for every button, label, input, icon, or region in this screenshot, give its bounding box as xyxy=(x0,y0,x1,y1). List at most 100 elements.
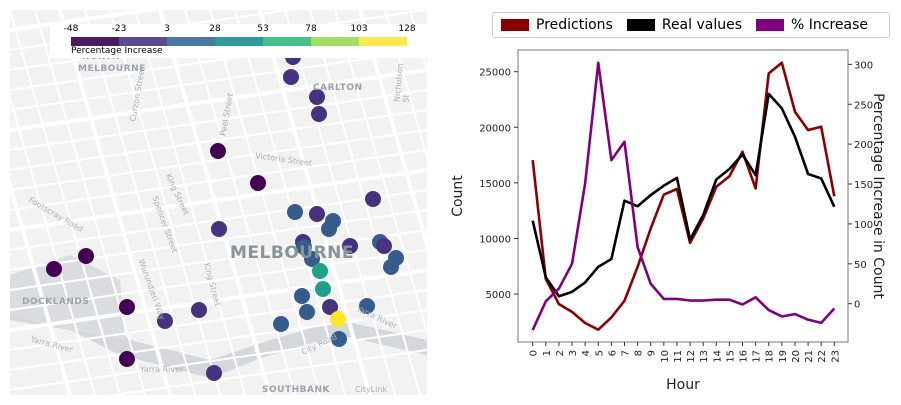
map-point xyxy=(331,331,347,347)
street xyxy=(84,10,196,395)
x-tick-label: 8 xyxy=(634,350,645,356)
y-tick-label: 15000 xyxy=(479,179,511,190)
x-tick-label: 5 xyxy=(594,350,605,356)
colorbar-tick: 103 xyxy=(350,24,368,34)
x-tick-label: 12 xyxy=(686,350,697,363)
y-tick-label: 5000 xyxy=(486,290,511,301)
y-tick-label: 25000 xyxy=(479,68,511,79)
y-tick-label: 10000 xyxy=(479,234,511,245)
map-panel[interactable]: NORTH MELBOURNE CARLTON MELBOURNE DOCKLA… xyxy=(10,10,427,395)
map-label: CARLTON xyxy=(313,83,363,93)
street xyxy=(10,129,427,191)
map-point xyxy=(296,239,312,255)
x-tick-label: 9 xyxy=(647,350,658,356)
map-point xyxy=(330,311,346,327)
x-tick-label: 7 xyxy=(620,350,631,356)
street xyxy=(109,10,221,395)
map-point xyxy=(359,298,375,314)
x-tick-label: 20 xyxy=(791,350,802,363)
colorbar-tick: 3 xyxy=(164,24,170,34)
map-label: SOUTHBANK xyxy=(262,385,330,395)
map-point xyxy=(46,261,62,277)
map-point xyxy=(312,263,328,279)
map-canvas xyxy=(10,10,427,395)
street xyxy=(358,10,427,252)
street xyxy=(10,249,427,311)
map-point xyxy=(191,302,207,318)
x-tick-label: 1 xyxy=(542,350,553,356)
map-point xyxy=(78,248,94,264)
street xyxy=(10,189,427,251)
map-point xyxy=(311,106,327,122)
street xyxy=(10,229,427,291)
legend-item-predictions: Predictions xyxy=(501,17,613,33)
colorbar-segment xyxy=(119,37,167,46)
y2-tick-label: 300 xyxy=(854,60,873,71)
street xyxy=(10,309,427,371)
x-axis-label: Hour xyxy=(666,377,700,393)
map-point xyxy=(365,191,381,207)
colorbar-segment xyxy=(263,37,311,46)
y-axis-label: Count xyxy=(450,175,466,217)
colorbar-tick: -23 xyxy=(111,24,127,34)
map-point xyxy=(342,238,358,254)
street xyxy=(10,268,427,332)
colorbar-segment xyxy=(71,37,119,46)
x-tick-label: 0 xyxy=(529,350,540,356)
x-tick-label: 22 xyxy=(817,350,828,363)
legend-label: % Increase xyxy=(791,17,869,33)
street xyxy=(107,349,427,395)
legend-item-real-values: Real values xyxy=(626,17,743,33)
street xyxy=(34,10,146,395)
x-tick-label: 19 xyxy=(778,350,789,363)
x-tick-label: 6 xyxy=(607,350,618,356)
map-point xyxy=(309,89,325,105)
map-point xyxy=(383,259,399,275)
street xyxy=(10,49,427,111)
street xyxy=(58,10,172,395)
map-label: MELBOURNE xyxy=(230,243,355,263)
map-point xyxy=(287,204,303,220)
map-point xyxy=(211,221,227,237)
x-tick-label: 13 xyxy=(699,350,710,363)
colorbar-tick: 78 xyxy=(305,24,317,34)
y2-tick-label: 0 xyxy=(854,300,860,311)
y2-tick-label: 100 xyxy=(854,220,873,231)
colorbar-tick: -48 xyxy=(63,24,79,34)
map-point xyxy=(273,316,289,332)
y2-axis-label: Percentage Increase in Count xyxy=(870,93,886,299)
street xyxy=(10,149,427,211)
street xyxy=(209,10,321,395)
series-line-predictions xyxy=(531,61,836,331)
y2-tick-label: 150 xyxy=(854,180,873,191)
y-tick-label: 20000 xyxy=(479,123,511,134)
legend-swatch xyxy=(756,19,785,31)
map-point xyxy=(294,288,310,304)
street xyxy=(10,289,427,351)
street xyxy=(10,68,427,132)
series-line-real-values xyxy=(531,92,836,298)
street xyxy=(10,177,72,395)
colorbar-segment xyxy=(311,37,359,46)
street-label: Yarra River xyxy=(140,365,184,374)
colorbar-tick: 128 xyxy=(398,24,416,34)
map-point xyxy=(283,69,299,85)
x-tick-label: 3 xyxy=(568,350,579,356)
legend-swatch xyxy=(626,19,655,31)
map-point xyxy=(299,304,315,320)
legend-label: Real values xyxy=(661,17,743,33)
plot-frame xyxy=(517,49,849,343)
x-tick-label: 21 xyxy=(804,350,815,363)
colorbar-segment xyxy=(359,37,407,46)
map-point xyxy=(322,299,338,315)
legend-item-increase: % Increase xyxy=(756,17,868,33)
map-point xyxy=(210,143,226,159)
legend-label: Predictions xyxy=(536,17,613,33)
colorbar-tick: 28 xyxy=(209,24,221,34)
x-tick-label: 18 xyxy=(765,350,776,363)
map-point xyxy=(376,238,392,254)
series-line--increase xyxy=(531,61,836,331)
y2-tick-label: 250 xyxy=(854,100,873,111)
map-point xyxy=(304,251,320,267)
street xyxy=(10,329,427,391)
